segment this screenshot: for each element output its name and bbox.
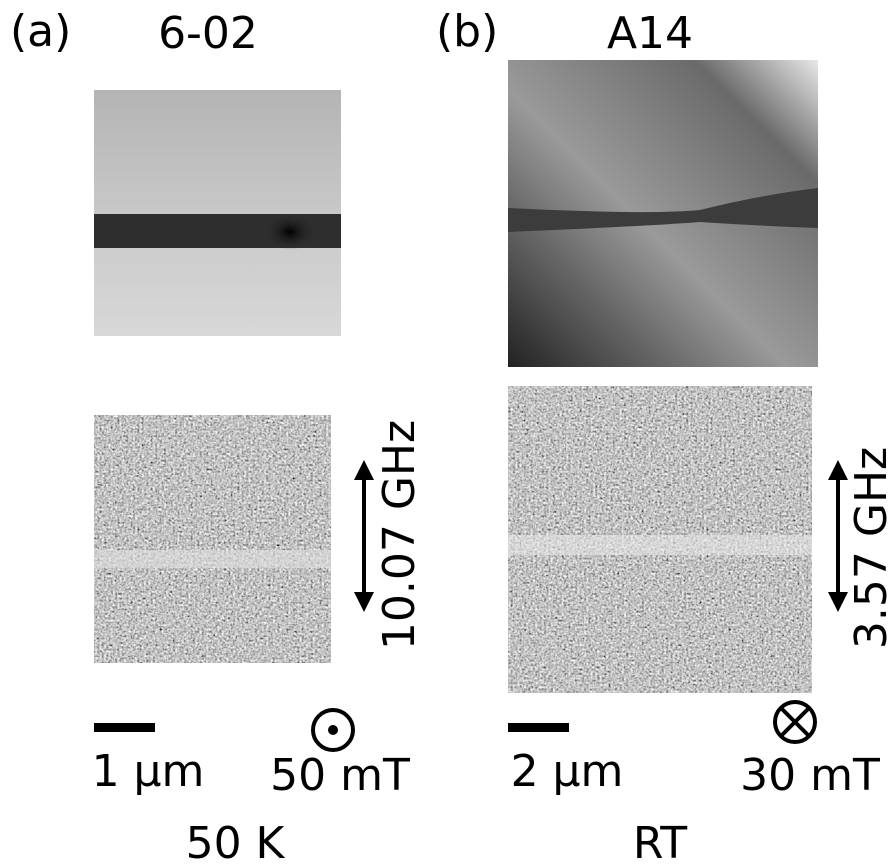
temperature: RT	[633, 818, 687, 866]
sample-name: 6-02	[158, 8, 258, 59]
image-stripe	[508, 188, 818, 232]
image	[94, 90, 341, 336]
scale-label: 2 µm	[511, 746, 624, 797]
sample-name: A14	[607, 8, 693, 59]
field-in-symbol	[773, 700, 817, 744]
panel-label: (a)	[10, 6, 71, 57]
image-stripe	[94, 550, 331, 568]
frequency: 3.57 GHz	[846, 447, 896, 649]
arrow	[828, 460, 848, 612]
scale-label: 1 µm	[92, 746, 205, 797]
field: 30 mT	[740, 750, 880, 801]
image-stripe	[508, 535, 812, 555]
temperature: 50 K	[186, 818, 286, 866]
scale-bar	[94, 723, 155, 732]
scale-bar	[508, 723, 569, 732]
arrow	[354, 460, 374, 612]
image-spot	[265, 214, 315, 250]
field: 50 mT	[270, 750, 410, 801]
panel-label: (b)	[436, 6, 498, 57]
image	[94, 415, 331, 663]
frequency: 10.07 GHz	[374, 420, 425, 650]
field-out-symbol	[311, 708, 355, 752]
